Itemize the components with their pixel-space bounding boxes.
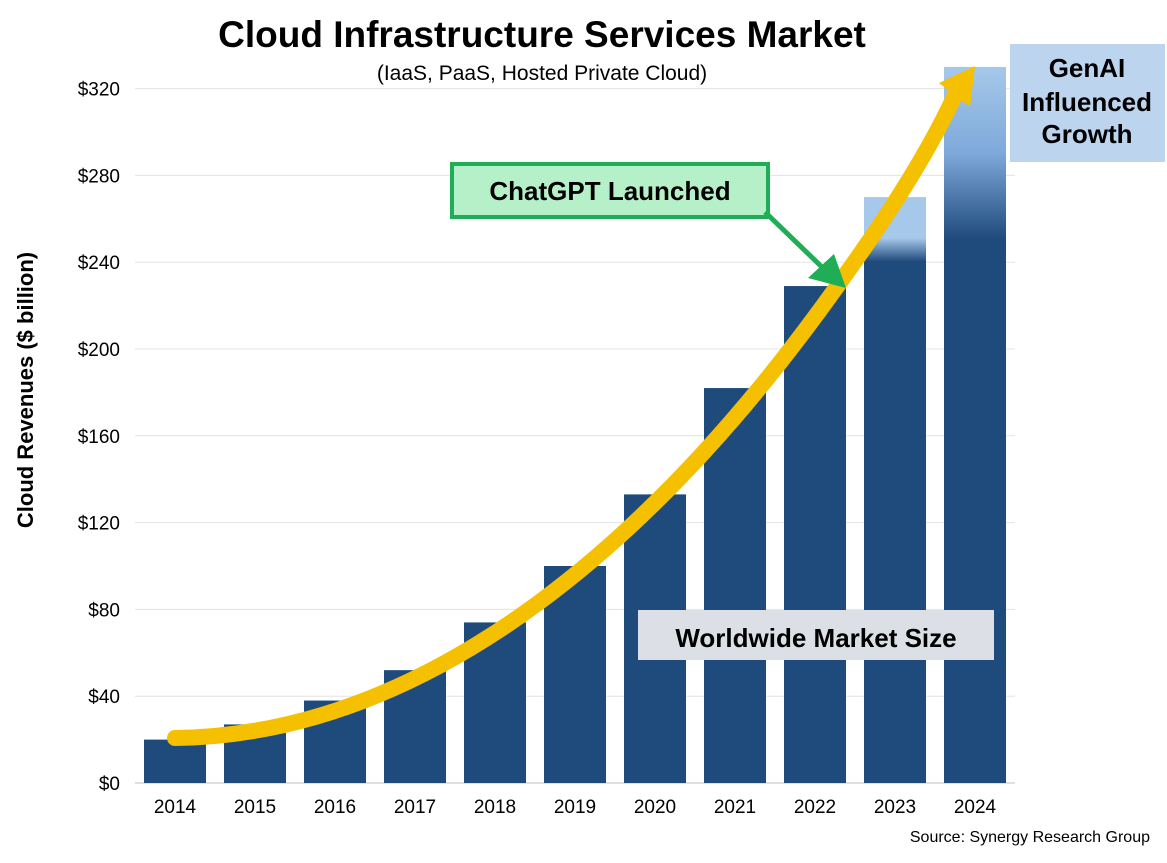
x-tick-label: 2024 xyxy=(954,797,997,818)
bar-2024 xyxy=(944,66,1006,783)
y-tick-label: $120 xyxy=(78,514,120,535)
source-note: Source: Synergy Research Group xyxy=(910,829,1150,846)
y-tick-label: $0 xyxy=(99,774,120,795)
trend-arrowhead xyxy=(939,66,975,107)
y-tick-label: $320 xyxy=(78,80,120,101)
bar-2021 xyxy=(704,388,766,783)
bar-2022 xyxy=(784,286,846,783)
bar-2023 xyxy=(864,197,926,784)
bar-2019 xyxy=(544,566,606,783)
chart-title: Cloud Infrastructure Services Market xyxy=(218,14,866,55)
x-tick-label: 2022 xyxy=(794,797,836,818)
y-tick-label: $240 xyxy=(78,253,120,274)
genai-line-2: Influenced xyxy=(1022,87,1152,117)
x-tick-labels: 2014 2015 2016 2017 2018 2019 2020 2021 2022 2023… xyxy=(154,797,997,818)
market-size-label: Worldwide Market Size xyxy=(638,610,994,660)
y-tick-label: $160 xyxy=(78,427,120,448)
chatgpt-arrow-line xyxy=(763,210,827,272)
x-tick-label: 2021 xyxy=(714,797,756,818)
chatgpt-callout-text: ChatGPT Launched xyxy=(489,176,730,206)
y-tick-label: $280 xyxy=(78,166,120,187)
genai-callout: GenAI Influenced Growth xyxy=(1010,44,1165,162)
y-tick-label: $40 xyxy=(88,687,120,708)
trend-arrow xyxy=(167,87,963,746)
x-tick-label: 2017 xyxy=(394,797,436,818)
bar-2014 xyxy=(144,739,206,783)
genai-line-3: Growth xyxy=(1042,119,1133,149)
chatgpt-arrowhead xyxy=(808,254,846,288)
y-tick-label: $200 xyxy=(78,340,120,361)
x-tick-label: 2014 xyxy=(154,797,197,818)
x-tick-label: 2020 xyxy=(634,797,676,818)
x-tick-label: 2019 xyxy=(554,797,596,818)
x-tick-label: 2018 xyxy=(474,797,516,818)
y-tick-labels: $0 $40 $80 $120 $160 $200 $240 $280 $320 xyxy=(78,80,120,795)
y-tick-label: $80 xyxy=(88,600,120,621)
x-tick-label: 2016 xyxy=(314,797,356,818)
chart-subtitle: (IaaS, PaaS, Hosted Private Cloud) xyxy=(377,62,707,85)
y-axis-label: Cloud Revenues ($ billion) xyxy=(13,252,38,528)
genai-line-1: GenAI xyxy=(1049,53,1126,83)
market-size-text: Worldwide Market Size xyxy=(675,623,956,653)
x-tick-label: 2015 xyxy=(234,797,276,818)
x-tick-label: 2023 xyxy=(874,797,916,818)
chatgpt-callout: ChatGPT Launched xyxy=(450,162,846,288)
